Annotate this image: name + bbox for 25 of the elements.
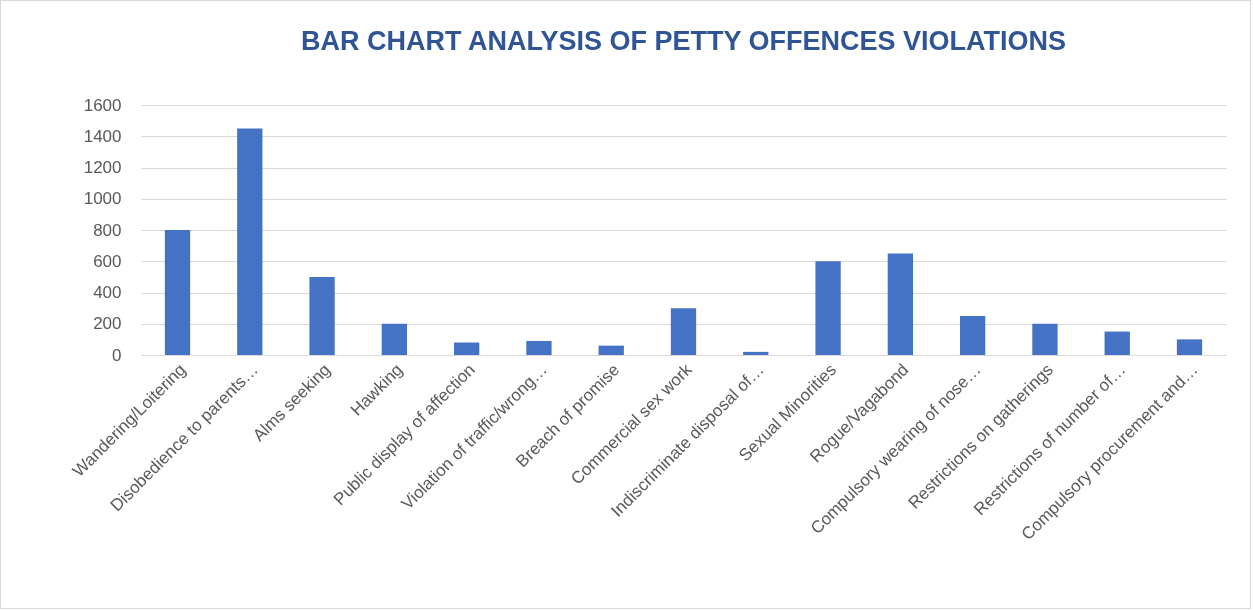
bar: [381, 323, 408, 355]
bar: [743, 351, 769, 355]
bar: [1176, 339, 1203, 355]
bar: [309, 276, 335, 355]
y-tick-label: 1600: [83, 95, 122, 115]
bar: [164, 230, 191, 355]
bar: [453, 342, 480, 355]
bar: [670, 308, 697, 355]
bar: [959, 315, 986, 355]
chart-title: BAR CHART ANALYSIS OF PETTY OFFENCES VIOLATIONS: [300, 26, 1067, 56]
y-tick-label: 200: [93, 314, 122, 334]
bar: [815, 261, 841, 355]
bar: [526, 340, 552, 355]
y-tick-label: 1400: [83, 126, 122, 146]
y-tick-label: 400: [93, 283, 122, 302]
y-tick-label: 0: [112, 345, 122, 365]
bar: [887, 253, 914, 355]
y-tick-label: 600: [93, 251, 122, 271]
bar: [1032, 323, 1058, 355]
y-tick-label: 800: [93, 220, 122, 240]
bar: [598, 345, 624, 355]
y-tick-label: 1200: [83, 158, 122, 177]
y-tick-label: 1000: [83, 189, 122, 209]
bar: [1104, 331, 1130, 355]
bar: [237, 128, 263, 355]
